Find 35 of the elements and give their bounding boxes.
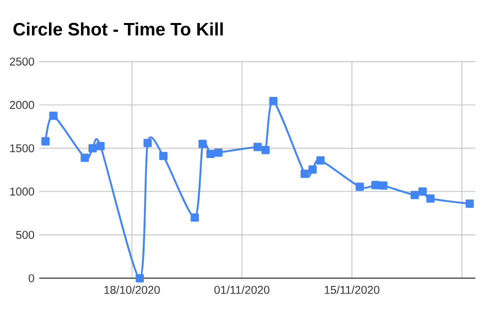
point (426, 194, 435, 203)
x-tick-label: 15/11/2020 (324, 286, 380, 294)
y-tick-label: 1500 (10, 144, 34, 152)
point (80, 154, 89, 162)
point (206, 150, 215, 158)
point (214, 148, 222, 157)
point (198, 140, 207, 148)
point (308, 165, 317, 174)
x-tick-label: 18/10/2020 (104, 286, 160, 294)
point (41, 137, 50, 146)
point (410, 190, 419, 200)
point (418, 187, 427, 196)
chart-title: Circle Shot - Time To Kill (13, 22, 223, 36)
point (136, 274, 144, 282)
point (466, 200, 474, 208)
y-tick-label: 500 (16, 230, 34, 239)
point (261, 146, 270, 154)
point (300, 170, 309, 178)
point (253, 142, 262, 152)
point (190, 213, 199, 222)
y-tick-label: 0 (28, 274, 34, 282)
point (269, 96, 278, 106)
point (96, 142, 105, 150)
point (379, 181, 388, 190)
point (356, 182, 364, 191)
point (88, 144, 97, 152)
point (49, 112, 58, 120)
point (159, 152, 168, 160)
point (371, 180, 380, 190)
y-tick-label: 1000 (10, 188, 34, 196)
point (143, 138, 152, 148)
y-tick-label: 2000 (10, 100, 34, 109)
x-tick-label: 01/11/2020 (214, 286, 270, 294)
y-tick-label: 2500 (10, 58, 34, 66)
point (316, 156, 325, 165)
